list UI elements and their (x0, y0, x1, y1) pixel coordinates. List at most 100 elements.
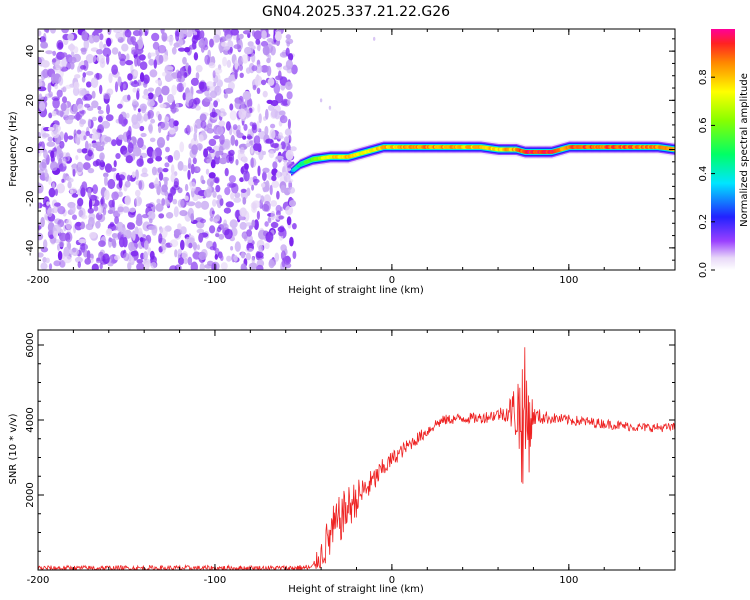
noise-blob (285, 205, 294, 216)
noise-blob (196, 244, 200, 251)
noise-blob (239, 33, 244, 40)
noise-blob (260, 195, 265, 204)
noise-blob (289, 236, 294, 247)
noise-blob (280, 185, 286, 193)
noise-blob (111, 47, 119, 55)
noise-blob (208, 62, 216, 69)
noise-blob (38, 131, 41, 138)
noise-blob (84, 258, 91, 265)
colorbar-tick-label: 0.6 (698, 117, 709, 133)
noise-blob (219, 198, 224, 206)
noise-blob (57, 42, 64, 49)
noise-blob (230, 192, 235, 200)
noise-blob (54, 83, 59, 90)
noise-blob (169, 127, 176, 135)
noise-blob (83, 93, 93, 101)
noise-blob (237, 124, 241, 130)
noise-blob (151, 32, 160, 42)
noise-blob (69, 203, 76, 215)
noise-blob (196, 228, 205, 234)
noise-blob (108, 199, 114, 208)
noise-blob (204, 264, 213, 269)
colorbar-ticks: 0.0 0.2 0.4 0.6 0.8 (698, 69, 715, 278)
noise-blob (40, 262, 48, 270)
noise-blob (135, 115, 144, 124)
noise-blob (131, 230, 136, 241)
noise-blob (101, 141, 105, 148)
noise-blob (47, 82, 52, 93)
noise-blob (79, 221, 86, 230)
noise-blob (255, 193, 262, 199)
snr-plot-area (38, 347, 675, 570)
noise-blob (74, 256, 83, 263)
noise-blob (147, 99, 155, 107)
noise-blob (159, 103, 167, 109)
noise-blob (165, 212, 174, 219)
noise-blob (253, 181, 258, 186)
noise-blob (210, 159, 216, 169)
snr-y-axis-label: SNR (10 * v/v) (8, 413, 19, 484)
noise-blob (87, 207, 95, 214)
noise-blob (175, 102, 179, 109)
noise-blob (69, 43, 75, 52)
noise-blob (257, 165, 261, 177)
noise-blob (187, 65, 192, 75)
y-tick-label: -20 (25, 191, 36, 207)
noise-blob (257, 103, 261, 113)
noise-blob (182, 82, 187, 88)
noise-blob (173, 42, 180, 48)
noise-blob (80, 65, 87, 70)
noise-blob (71, 51, 75, 57)
noise-blob (99, 152, 105, 161)
noise-blob (61, 29, 69, 34)
colorbar-label: Normalized spectral amplitude (739, 73, 750, 227)
noise-blob (137, 227, 143, 238)
noise-blob (234, 59, 239, 70)
noise-blob (99, 41, 104, 50)
noise-blob (102, 253, 110, 264)
noise-blob (270, 210, 276, 221)
noise-blob (77, 65, 81, 73)
y-tick-label: 40 (25, 45, 36, 58)
noise-blob (270, 123, 276, 129)
x-tick-label: 0 (389, 575, 395, 586)
noise-blob (283, 136, 290, 144)
noise-blob (192, 157, 197, 165)
noise-blob (230, 246, 234, 251)
x-tick-label: -100 (204, 575, 227, 586)
noise-blob (85, 130, 91, 137)
noise-blob (126, 36, 134, 45)
noise-blob (81, 47, 87, 55)
noise-blob (72, 168, 76, 177)
noise-blob (242, 232, 248, 240)
noise-blob (270, 221, 279, 229)
noise-blob (53, 260, 61, 267)
noise-blob (130, 81, 140, 88)
noise-blob (227, 150, 231, 157)
noise-blob (138, 36, 143, 44)
noise-blob (61, 178, 65, 183)
noise-blob (209, 225, 216, 234)
noise-blob (206, 177, 215, 187)
noise-blob (173, 206, 179, 218)
noise-blob (77, 261, 82, 268)
noise-blob (143, 74, 150, 84)
noise-blob (173, 150, 181, 161)
noise-blob (83, 38, 90, 50)
noise-blob (251, 200, 261, 209)
noise-blob (71, 193, 79, 198)
noise-blob (239, 72, 244, 79)
noise-blob (169, 37, 173, 46)
noise-blob (219, 134, 225, 145)
noise-blob (152, 150, 157, 159)
noise-blob (206, 81, 214, 89)
noise-blob (262, 171, 267, 182)
noise-blob (138, 29, 143, 37)
noise-blob (84, 140, 89, 151)
noise-blob (161, 32, 168, 42)
noise-blob (61, 52, 68, 58)
noise-blob (246, 135, 253, 140)
noise-blob (75, 155, 79, 161)
noise-blob (91, 263, 99, 270)
